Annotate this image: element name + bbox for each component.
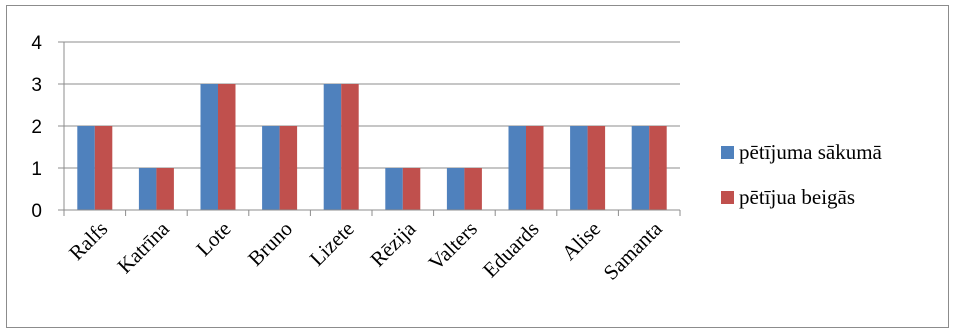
y-tick-label-3: 3 [31,75,42,96]
y-tick-label-4: 4 [31,33,42,54]
bar-2-2 [156,168,174,210]
legend-label-1: pētījuma sākumā [739,140,883,164]
y-tick-label-0: 0 [31,201,42,222]
x-tick-label-7: Valters [424,217,482,275]
bars [77,84,667,210]
bar-1-6 [385,168,403,210]
legend: pētījuma sākumā pētījua beigās [721,140,883,209]
x-tick-label-4: Bruno [243,217,297,271]
x-tick-label-9: Alise [557,217,605,265]
y-tick-labels: 0 1 2 3 4 [31,33,42,222]
x-tick-label-2: Katrīna [112,216,174,278]
legend-swatch-2 [721,191,734,204]
x-tick-label-1: Ralfs [64,217,112,265]
bar-1-2 [138,168,157,210]
y-tick-label-1: 1 [31,159,42,180]
bar-1-10 [631,126,650,210]
bar-2-8 [526,126,544,210]
y-tick-label-2: 2 [31,117,42,138]
bar-1-9 [570,126,588,210]
bar-1-3 [200,84,218,210]
bar-1-7 [446,168,465,210]
x-tick-labels: Ralfs Katrīna Lote Bruno Lizete Rēzija Valters… [64,216,667,285]
chart-frame [6,5,949,328]
x-tick-label-6: Rēzija [365,216,420,271]
axes [58,41,681,216]
legend-label-2: pētījua beigās [739,185,855,209]
bar-2-4 [279,126,298,210]
x-tick-label-3: Lote [191,217,235,261]
legend-swatch-1 [721,146,734,159]
x-tick-label-5: Lizete [305,217,359,271]
bar-1-4 [262,126,280,210]
bar-2-7 [464,168,482,210]
bar-1-1 [77,126,95,210]
x-tick-label-8: Eduards [478,217,544,283]
bar-2-1 [94,126,113,210]
bar-1-8 [508,126,526,210]
x-tick-label-10: Samanta [599,216,668,285]
bar-2-5 [341,84,359,210]
bar-2-9 [587,126,606,210]
bar-2-10 [649,126,667,210]
bar-1-5 [323,84,342,210]
bar-2-3 [218,84,236,210]
bar-2-6 [402,168,421,210]
